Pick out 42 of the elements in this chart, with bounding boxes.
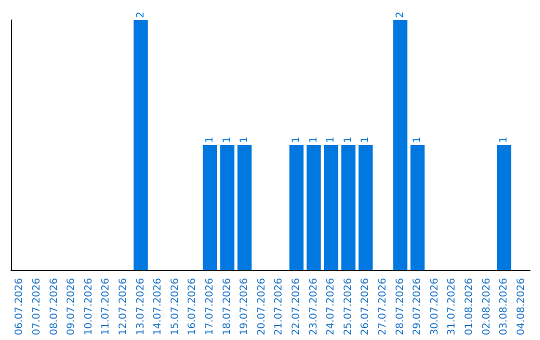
x-tick-label: 04.08.2026 [516,278,527,336]
x-tick-label: 15.07.2026 [170,278,181,336]
x-tick-label: 24.07.2026 [326,278,337,336]
x-tick-label: 16.07.2026 [187,278,198,336]
data-label: 1 [222,136,233,143]
data-label: 1 [360,136,372,143]
x-tick-label: 26.07.2026 [360,278,372,336]
x-tick-label: 28.07.2026 [394,278,406,336]
data-label: 2 [394,12,406,18]
x-tick-label: 10.07.2026 [83,278,94,336]
x-tick-label: 08.07.2026 [48,278,60,336]
data-label: 1 [412,136,424,143]
x-tick-label: 09.07.2026 [66,278,78,336]
data-label: 1 [239,136,250,143]
x-tick-label: 13.07.2026 [135,278,146,336]
x-tick-label: 22.07.2026 [290,278,302,336]
data-label: 1 [498,136,510,143]
data-label: 2 [135,12,146,18]
x-tick-label: 07.07.2026 [31,278,42,336]
data-label: 1 [204,136,216,143]
x-tick-label: 19.07.2026 [239,278,250,336]
data-label: 1 [326,136,337,143]
data-label: 1 [308,136,320,143]
x-tick-label: 17.07.2026 [204,278,216,336]
x-tick-label: 02.08.2026 [481,278,492,336]
x-tick-label: 31.07.2026 [446,278,458,336]
data-label: 1 [290,136,302,143]
x-tick-label: 11.07.2026 [100,278,112,336]
x-tick-label: 12.07.2026 [118,278,129,336]
x-tick-label: 27.07.2026 [377,278,388,336]
x-tick-label: 30.07.2026 [429,278,440,336]
x-tick-label: 06.07.2026 [14,278,26,336]
x-tick-label: 03.08.2026 [498,278,510,336]
x-tick-label: 20.07.2026 [256,278,268,336]
x-tick-label: 29.07.2026 [412,278,424,336]
x-tick-label: 23.07.2026 [308,278,320,336]
data-label: 1 [342,136,354,143]
x-tick-label: 21.07.2026 [274,278,285,336]
x-tick-label: 01.08.2026 [464,278,475,336]
x-tick-label: 14.07.2026 [152,278,164,336]
x-tick-label: 25.07.2026 [342,278,354,336]
x-tick-label: 18.07.2026 [222,278,233,336]
